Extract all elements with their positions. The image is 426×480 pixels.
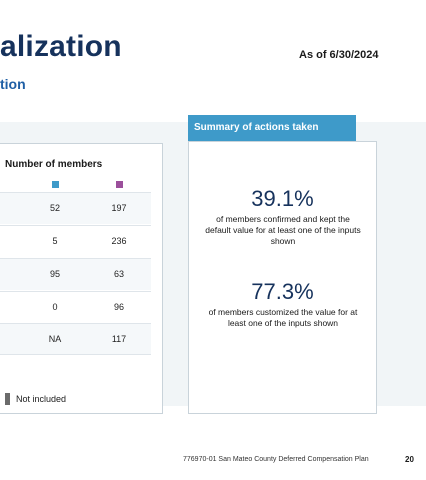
table-row: 5 236 xyxy=(0,225,151,257)
table-cell: 5 xyxy=(52,236,58,246)
table-cell: 236 xyxy=(111,236,127,246)
column-header-number-of-members: Number of members xyxy=(5,159,103,170)
page-number: 20 xyxy=(405,455,414,464)
table-cell: 96 xyxy=(113,302,124,312)
stat-customized-description: of members customized the value for at l… xyxy=(208,307,358,328)
table-row: 95 63 xyxy=(0,258,151,290)
table-cell: 117 xyxy=(111,334,127,344)
summary-tab-header: Summary of actions taken xyxy=(188,115,356,141)
page-title: alization xyxy=(0,30,122,63)
summary-card: 39.1% of members confirmed and kept the … xyxy=(188,141,377,414)
as-of-date: As of 6/30/2024 xyxy=(299,49,379,61)
table-cell: 95 xyxy=(49,269,60,279)
table-cell: 63 xyxy=(113,269,124,279)
stat-confirmed-description: of members confirmed and kept the defaul… xyxy=(205,214,361,246)
legend-swatch-purple xyxy=(116,181,123,188)
table-row: 52 197 xyxy=(0,192,151,224)
footer-plan-name: 776970-01 San Mateo County Deferred Comp… xyxy=(183,456,369,463)
stat-customized-value: 77.3% xyxy=(251,279,314,304)
table-row: 0 96 xyxy=(0,291,151,323)
page-subtitle: tion xyxy=(0,76,26,92)
table-cell: NA xyxy=(48,334,62,344)
table-row: NA 117 xyxy=(0,323,151,355)
legend-not-included-marker xyxy=(5,393,10,405)
members-table-card: Number of members 52 197 5 236 95 63 0 9… xyxy=(0,143,163,414)
table-cell: 0 xyxy=(52,302,58,312)
legend-not-included-label: Not included xyxy=(16,394,67,404)
stat-confirmed-value: 39.1% xyxy=(251,186,314,211)
legend-swatch-blue xyxy=(52,181,59,188)
table-cell: 197 xyxy=(111,203,127,213)
table-cell: 52 xyxy=(49,203,60,213)
